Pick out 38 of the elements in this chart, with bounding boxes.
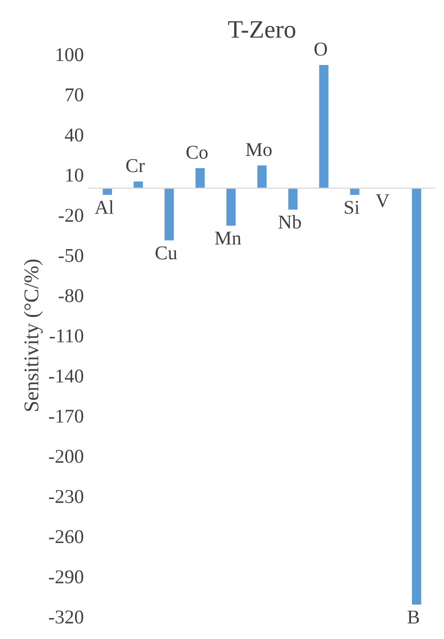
y-tick-label: -290 [49, 570, 84, 584]
bar [319, 65, 328, 188]
chart-title: T-Zero [228, 21, 296, 38]
x-tick-label: Nb [278, 214, 301, 229]
y-tick-label: 70 [66, 88, 84, 102]
x-tick-label: Cu [156, 246, 178, 260]
bar [102, 188, 112, 195]
y-tick-label: -80 [58, 289, 84, 302]
y-tick-label: 40 [64, 128, 84, 142]
y-tick-label: -110 [50, 329, 84, 342]
bar [257, 165, 267, 188]
x-tick-label: Co [186, 146, 208, 159]
x-tick-label: Mo [246, 143, 272, 156]
y-axis-title: Sensitivity (°C/%) [24, 260, 43, 411]
y-tick-label: -20 [58, 208, 84, 222]
bar [164, 188, 174, 240]
y-tick-label: -50 [58, 248, 84, 262]
y-tick-label: 100 [56, 48, 84, 62]
y-tick-label: 10 [66, 168, 84, 182]
bar [350, 188, 360, 195]
bar [195, 168, 205, 188]
x-tick-label: B [408, 610, 420, 624]
x-tick-label: V [376, 194, 390, 208]
bar [288, 188, 298, 210]
bar [226, 188, 236, 226]
bar [134, 182, 143, 188]
x-tick-label: O [314, 42, 327, 56]
bar [412, 188, 422, 605]
y-tick-label: -170 [49, 410, 84, 423]
x-tick-label: Cr [126, 159, 145, 172]
y-tick-label: -230 [49, 490, 84, 504]
x-tick-label: Al [94, 200, 114, 214]
y-tick-label: -320 [49, 610, 84, 624]
y-tick-label: -140 [49, 369, 84, 383]
x-tick-label: Si [344, 200, 360, 214]
x-tick-label: Mn [215, 232, 242, 245]
y-tick-label: -200 [49, 450, 84, 463]
y-tick-label: -260 [49, 530, 84, 544]
